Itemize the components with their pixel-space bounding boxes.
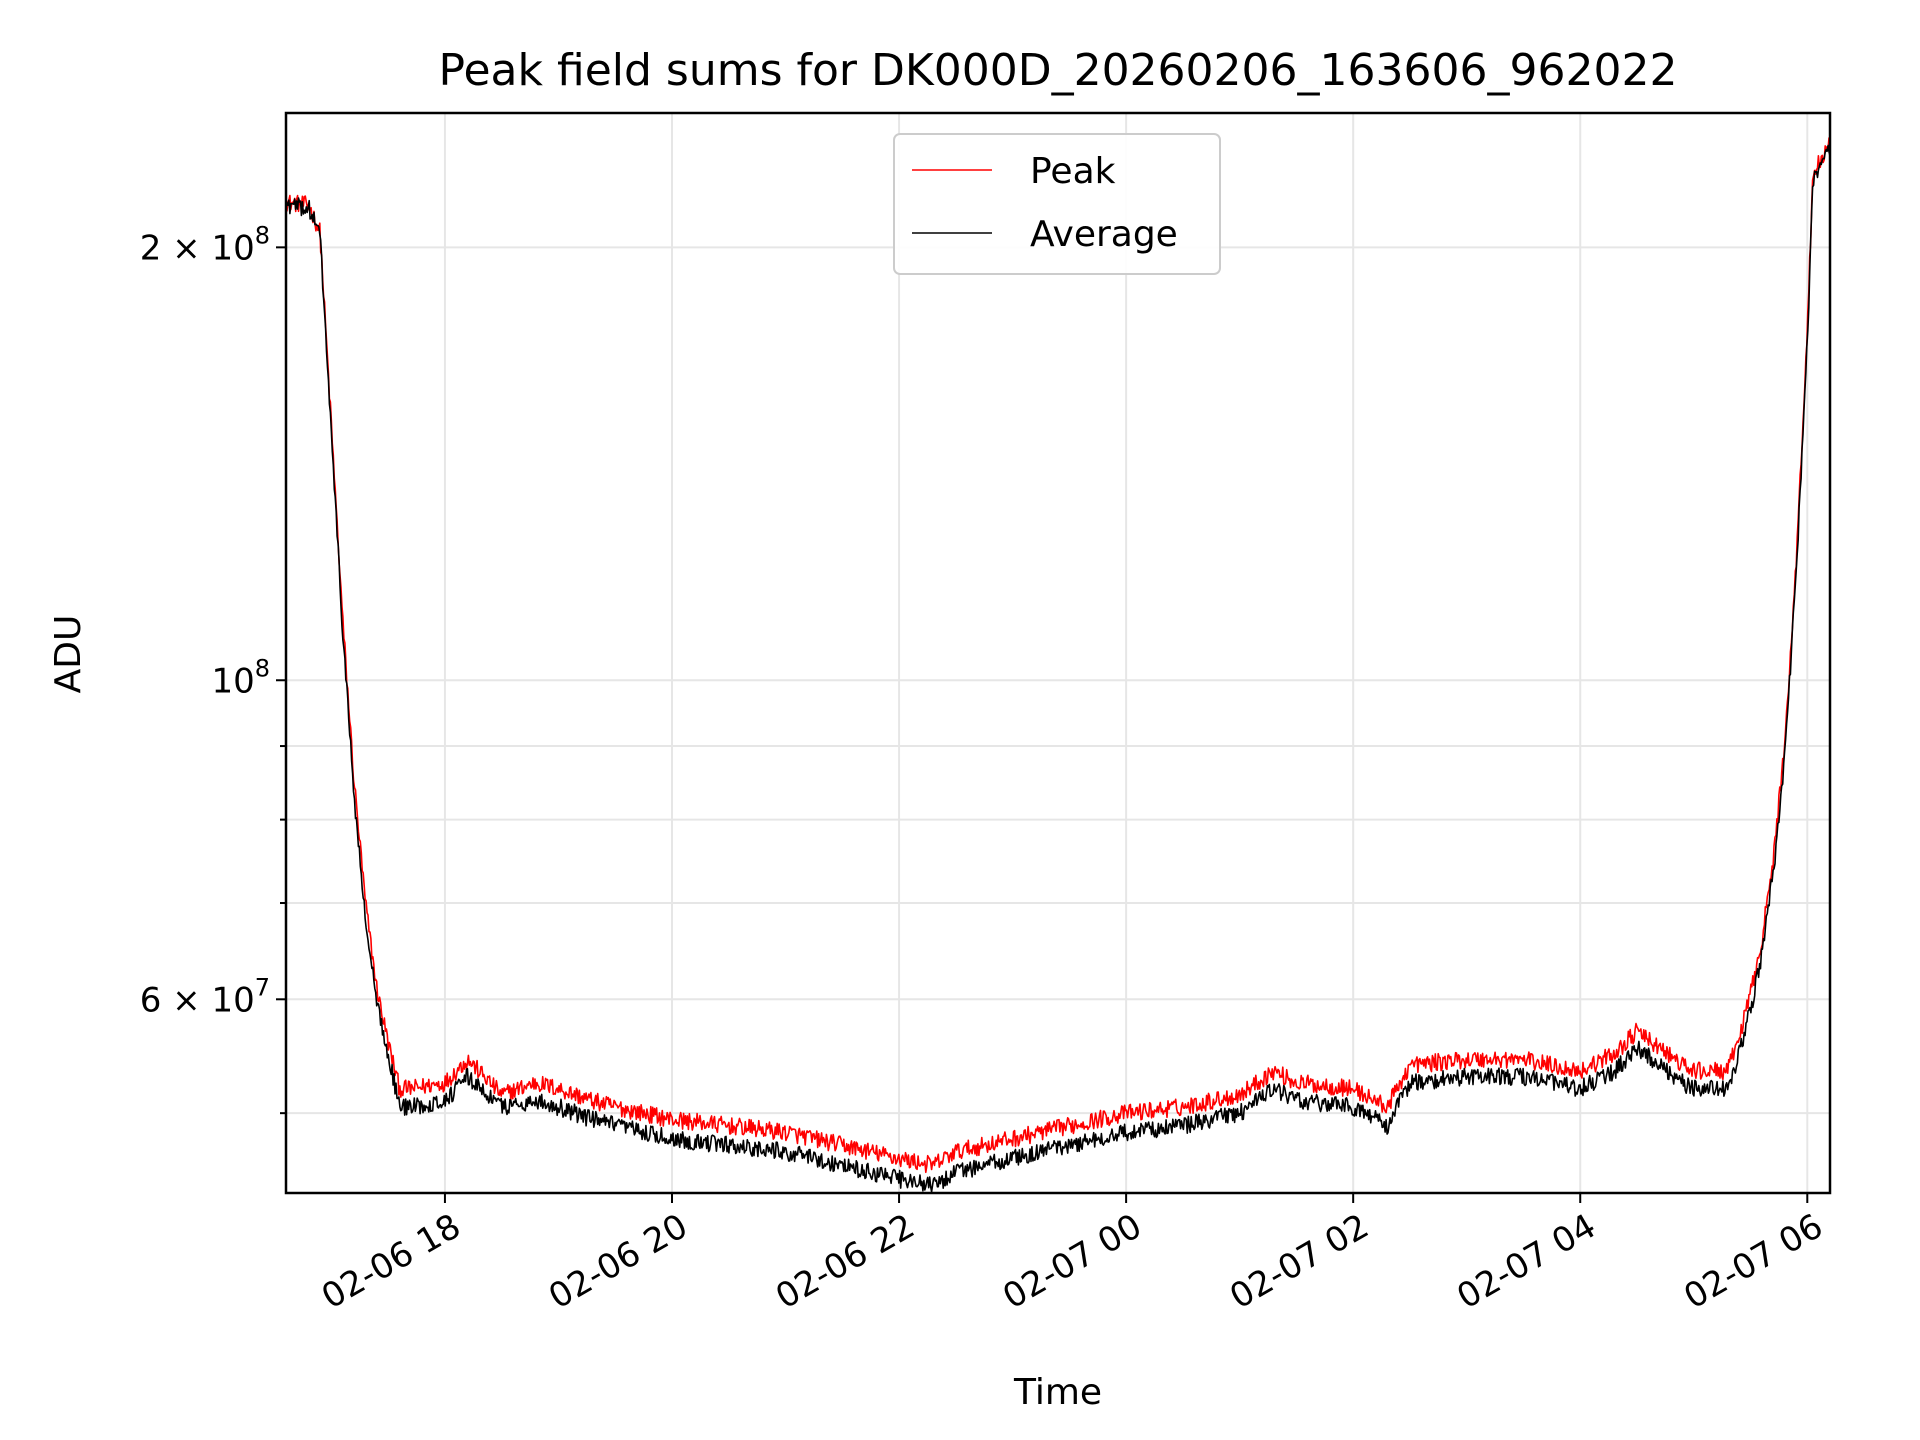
chart-title: Peak field sums for DK000D_20260206_1636… xyxy=(439,45,1678,96)
plot-frame xyxy=(284,111,1832,1195)
y-tick-label: 2 × 108 xyxy=(140,221,270,268)
series-layer xyxy=(285,137,1831,1193)
series-line-average xyxy=(285,144,1831,1193)
y-tick-label: 6 × 107 xyxy=(140,973,270,1020)
series-line-peak xyxy=(285,137,1831,1174)
y-axis-label: ADU xyxy=(48,615,89,694)
legend: Peak Average xyxy=(893,133,1221,275)
legend-box xyxy=(893,133,1221,275)
y-tick-label: 108 xyxy=(211,654,270,701)
legend-label-average: Average xyxy=(1030,214,1178,255)
legend-label-peak: Peak xyxy=(1030,151,1116,192)
x-axis-label: Time xyxy=(1013,1372,1102,1413)
